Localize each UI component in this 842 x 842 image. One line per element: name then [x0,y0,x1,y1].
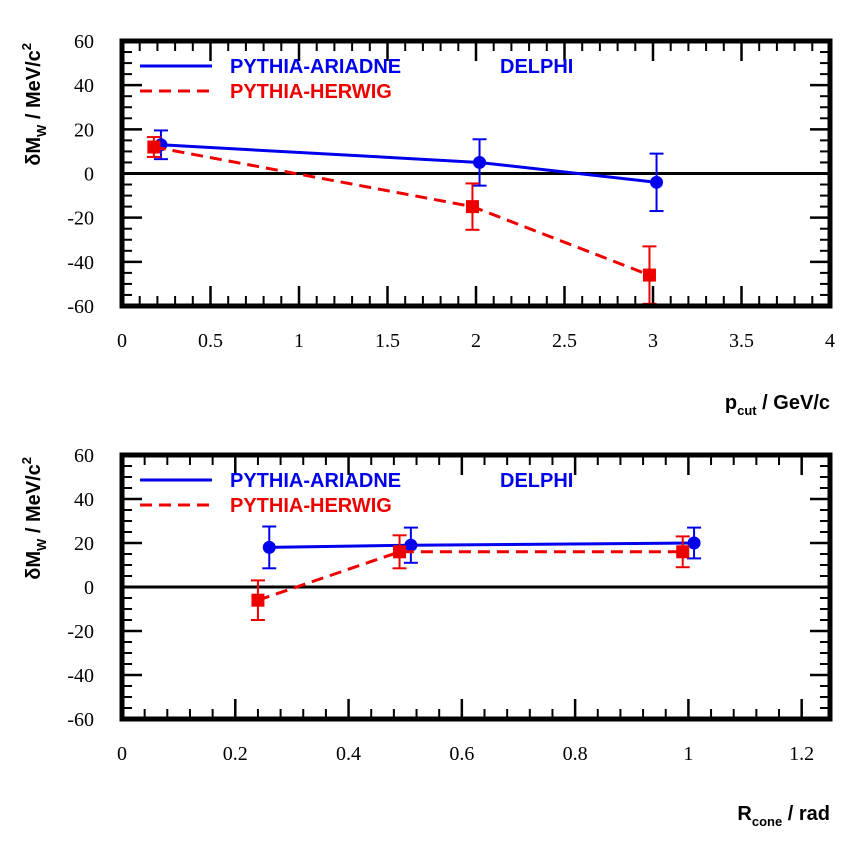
x-axis-title-rest: / GeV/c [757,392,830,414]
y-tick-label: 0 [84,577,94,599]
x-tick-label: 4 [825,330,835,352]
y-tick-label: 60 [74,445,94,467]
series-line [153,145,651,277]
y-axis-title-sub: W [34,538,49,551]
x-axis-title: pcut / GeV/c [725,392,830,418]
data-point [251,593,265,607]
y-tick-label: -20 [67,621,94,643]
x-tick-label: 0 [117,743,127,765]
y-tick-label: 20 [74,533,94,555]
x-tick-label: 1 [683,743,693,765]
y-axis-title-sub: W [34,124,49,137]
y-tick-label: -40 [67,252,94,274]
data-point [393,545,407,559]
y-tick-label: 40 [74,489,94,511]
x-tick-label: 1.5 [375,330,400,352]
y-tick-label: -40 [67,665,94,687]
y-axis-title: δMW / MeV/c2 [19,457,49,580]
series-line [269,541,695,549]
x-axis-title-main: R [737,803,752,825]
x-tick-label: 0.4 [336,743,361,765]
y-tick-label: 0 [84,164,94,186]
x-tick-label: 0.5 [198,330,223,352]
legend: PYTHIA-ARIADNE PYTHIA-HERWIG [140,56,401,103]
x-axis-title-rest: / rad [782,803,830,825]
panel-2: 0 0.2 0.4 0.6 0.8 1 1.2 -60 -40 -20 0 20 40 60 PYTHIA-… [19,445,833,829]
x-axis-title-main: p [725,392,737,414]
data-point [465,200,479,214]
data-point [262,540,276,554]
data-point [147,140,161,154]
x-axis-title-sub: cone [752,814,782,829]
y-axis-title-rest: / MeV/c [23,464,45,538]
y-axis-title-sup: 2 [19,43,34,50]
y-axis-title-sup: 2 [19,457,34,464]
data-point [650,175,664,189]
experiment-label: DELPHI [500,470,573,492]
legend-label: PYTHIA-HERWIG [230,495,392,517]
y-tick-label: -60 [67,709,94,731]
data-point [473,155,487,169]
data-point [676,545,690,559]
y-axis-title: δMW / MeV/c2 [19,43,49,166]
y-axis-title-main: δM [23,137,45,166]
y-tick-label: -20 [67,208,94,230]
x-tick-label: 3 [648,330,658,352]
legend: PYTHIA-ARIADNE PYTHIA-HERWIG [140,470,401,517]
series-herwig [250,534,690,621]
x-tick-label: 0.6 [449,743,474,765]
plot-frame [119,38,833,309]
series-ariadne [262,525,702,570]
series-line [257,550,683,602]
experiment-label: DELPHI [500,56,573,78]
x-tick-label: 2 [471,330,481,352]
data-point [642,268,656,282]
x-tick-label: 2.5 [552,330,577,352]
data-point [687,536,701,550]
series-ariadne [153,129,664,213]
legend-label: PYTHIA-HERWIG [230,81,392,103]
y-tick-label: 60 [74,31,94,53]
series-herwig [146,136,657,305]
data-point [404,538,418,552]
x-tick-label: 0 [117,330,127,352]
x-tick-label: 3.5 [729,330,754,352]
y-tick-label: -60 [67,296,94,318]
plot-frame [119,452,833,722]
legend-label: PYTHIA-ARIADNE [230,56,401,78]
y-axis-title-main: δM [23,551,45,580]
legend-label: PYTHIA-ARIADNE [230,470,401,492]
y-tick-label: 40 [74,75,94,97]
x-tick-label: 0.8 [563,743,588,765]
y-tick-label: 20 [74,119,94,141]
panel-1: 0 0.5 1 1.5 2 2.5 3 3.5 4 -60 -40 -20 0 20 40 60 PYTHIA-… [19,31,835,418]
x-axis-title-sub: cut [737,403,757,418]
x-tick-label: 1.2 [789,743,814,765]
y-axis-title-rest: / MeV/c [23,50,45,124]
x-tick-label: 1 [294,330,304,352]
x-tick-label: 0.2 [223,743,248,765]
x-axis-title: Rcone / rad [737,803,830,829]
